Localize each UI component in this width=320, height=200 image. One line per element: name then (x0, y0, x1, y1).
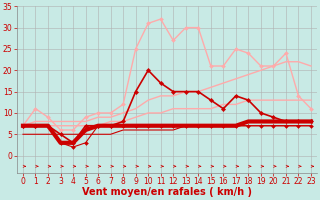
X-axis label: Vent moyen/en rafales ( km/h ): Vent moyen/en rafales ( km/h ) (82, 187, 252, 197)
